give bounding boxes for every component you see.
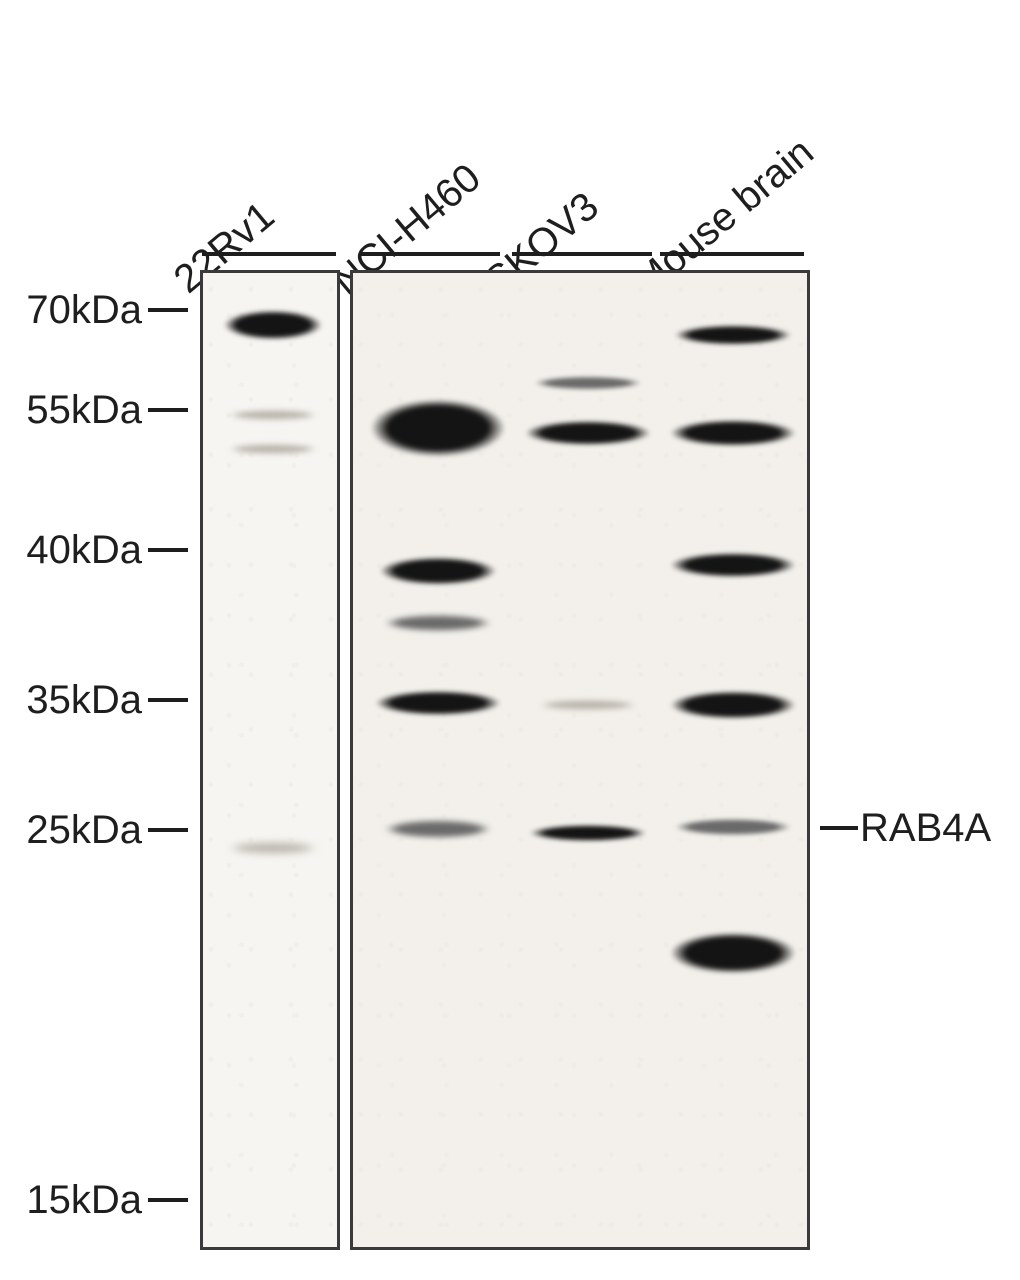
protein-label: RAB4A	[860, 808, 991, 848]
blot-band	[223, 443, 323, 455]
mw-tick	[148, 308, 188, 312]
blot-band	[223, 409, 323, 421]
membrane	[200, 270, 340, 1250]
blot-band	[663, 688, 803, 722]
mw-tick	[148, 408, 188, 412]
mw-tick	[148, 698, 188, 702]
lane-header: SKOV3	[512, 60, 652, 260]
blot-band	[368, 688, 508, 718]
mw-label: 35kDa	[0, 680, 148, 720]
mw-label: 70kDa	[0, 290, 148, 330]
blot-band	[663, 417, 803, 449]
mw-label: 55kDa	[0, 390, 148, 430]
lane-header: 22Rv1	[202, 60, 336, 260]
mw-label: 15kDa	[0, 1180, 148, 1220]
mw-label: 25kDa	[0, 810, 148, 850]
protein-tick	[820, 826, 858, 830]
blot-band	[663, 550, 803, 580]
mw-tick	[148, 548, 188, 552]
mw-label: 40kDa	[0, 530, 148, 570]
blot-band	[523, 823, 653, 843]
mw-tick	[148, 828, 188, 832]
blot-band	[663, 928, 803, 978]
blot-band	[373, 554, 503, 588]
blot-band	[378, 613, 498, 633]
lane-header: Mouse brain	[660, 60, 804, 260]
western-blot-figure: 70kDa 55kDa 40kDa 35kDa 25kDa 15kDa 22Rv1NCI-…	[0, 0, 1020, 1280]
lane-header: NCI-H460	[360, 60, 500, 260]
blot-band	[223, 841, 323, 855]
blot-band	[218, 307, 328, 343]
blot-band	[528, 375, 648, 391]
blot-band	[668, 323, 798, 347]
mw-tick	[148, 1198, 188, 1202]
blot-band	[378, 818, 498, 840]
blot-band	[533, 699, 643, 711]
blot-band	[363, 393, 513, 463]
blot-band	[668, 817, 798, 837]
membrane	[350, 270, 810, 1250]
blot-band	[518, 418, 658, 448]
